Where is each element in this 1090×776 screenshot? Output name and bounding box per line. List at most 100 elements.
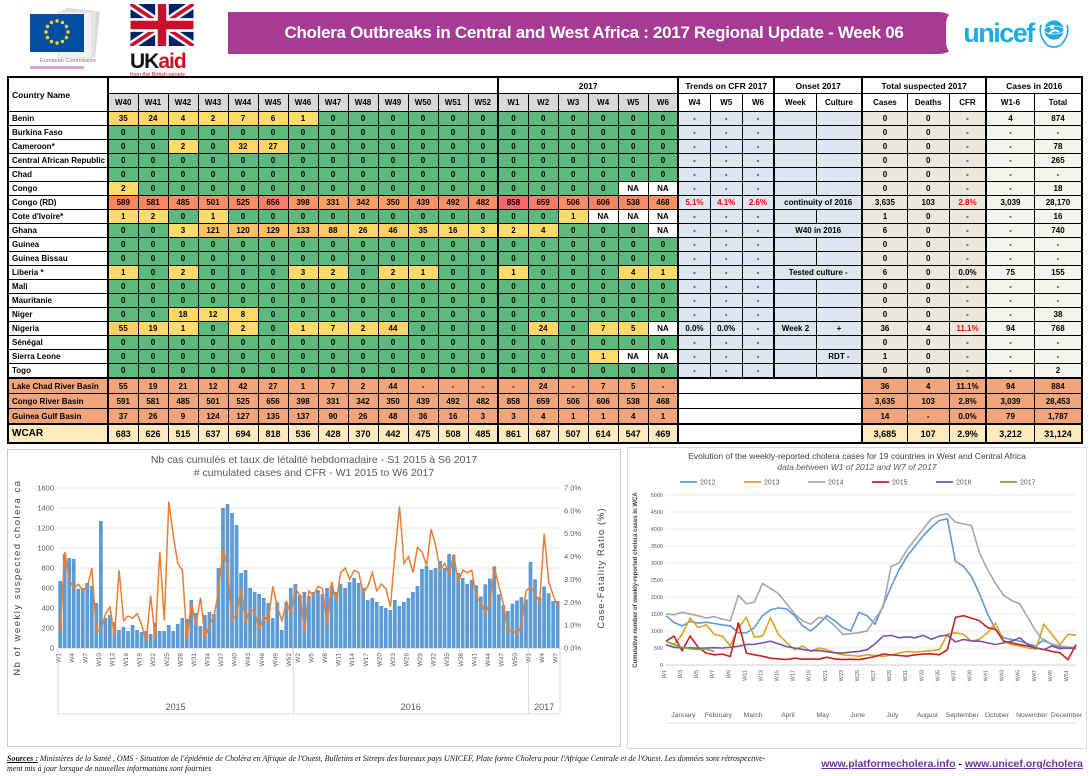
week-value: 482 xyxy=(467,393,500,409)
svg-text:2015: 2015 xyxy=(166,702,186,712)
week-value: 482 xyxy=(467,195,500,210)
footer-links: www.platformecholera.info - www.unicef.o… xyxy=(821,758,1083,774)
trend-value: - xyxy=(741,349,776,364)
week-value: 331 xyxy=(317,195,349,210)
unicef-cholera-link[interactable]: www.unicef.org/cholera xyxy=(964,758,1083,770)
week-value: 0 xyxy=(407,335,439,350)
week-value: 0 xyxy=(107,167,139,182)
week-value: 0 xyxy=(197,181,229,196)
week-value: 0 xyxy=(617,125,649,140)
week-value: 0 xyxy=(497,363,529,379)
page-footer: Sources : Ministères de la Santé , OMS -… xyxy=(7,754,1083,774)
platformecholera-link[interactable]: www.platformecholera.info xyxy=(821,758,956,770)
svg-text:W17: W17 xyxy=(363,653,370,667)
week-value: 0 xyxy=(347,335,379,350)
week-value: 0 xyxy=(347,209,379,224)
w1-6-2016: 3,039 xyxy=(985,195,1035,210)
country-name: WCAR xyxy=(7,423,109,444)
week-value: 42 xyxy=(227,377,259,394)
week-value: 0 xyxy=(467,335,500,350)
week-value: 121 xyxy=(197,223,229,238)
trend-value: - xyxy=(677,181,711,196)
week-value: 370 xyxy=(347,423,379,444)
total-2016: 1,787 xyxy=(1033,408,1083,425)
week-value: 0 xyxy=(497,321,529,336)
week-value: 0 xyxy=(557,223,589,238)
week-value: - xyxy=(407,377,439,394)
table-row-s-n-gal: Sénégal 0 0 0 0 0 0 0 0 0 0 0 0 0 0 0 0 0 0 0- - -0 0- - - xyxy=(7,335,1083,350)
week-value: 0 xyxy=(497,237,529,252)
week-value: NA xyxy=(617,181,649,196)
trend-value: - xyxy=(741,293,776,308)
week-value: 2 xyxy=(347,377,379,394)
report-title: Cholera Outbreaks in Central and West Af… xyxy=(284,23,904,42)
week-value: 0 xyxy=(647,111,680,126)
week-value: 0 xyxy=(317,153,349,168)
trend-value: - xyxy=(709,279,743,294)
onset-culture xyxy=(815,209,864,224)
week-value: 0 xyxy=(497,111,529,126)
week-value: 1 xyxy=(287,377,319,394)
total-2016: - xyxy=(1033,251,1083,266)
cases-total: 0 xyxy=(861,111,908,126)
week-value: 0 xyxy=(617,139,649,154)
cases-bars xyxy=(58,504,560,649)
week-value: 0 xyxy=(407,349,439,364)
week-value: 0 xyxy=(287,349,319,364)
cases-total: 36 xyxy=(861,377,908,394)
week-value: 1 xyxy=(167,321,199,336)
cfr-total: - xyxy=(948,335,988,350)
table-row-guinea-gulf-basin: Guinea Gulf Basin 37 26 9 124 127 135 137 90 26 48… xyxy=(7,408,1083,425)
deaths-total: 4 xyxy=(906,321,950,336)
svg-text:June: June xyxy=(850,712,865,719)
week-value: 0 xyxy=(197,167,229,182)
table-row-nigeria: Nigeria 55 19 1 0 2 0 1 7 2 44 0 0 0 0 24 0 7 5 NA 0.0% 0.0% -… xyxy=(7,321,1083,336)
svg-text:W8: W8 xyxy=(322,653,329,663)
svg-text:W33: W33 xyxy=(919,670,925,681)
trend-value: - xyxy=(709,237,743,252)
week-value: 0 xyxy=(317,111,349,126)
week-value: 0 xyxy=(227,363,259,379)
week-value: 0 xyxy=(647,251,680,266)
country-name: Guinea Gulf Basin xyxy=(7,408,109,425)
w1-6-2016: 79 xyxy=(985,408,1035,425)
svg-text:W15: W15 xyxy=(775,670,781,681)
week-value: 1 xyxy=(557,209,589,224)
country-name: Congo (RD) xyxy=(7,195,109,210)
week-value: 0 xyxy=(227,349,259,364)
week-header: W46 xyxy=(287,93,319,112)
deaths-total: 0 xyxy=(906,223,950,238)
week-value: 2 xyxy=(167,139,199,154)
svg-text:W52: W52 xyxy=(286,653,293,667)
svg-text:W46: W46 xyxy=(259,653,266,667)
week-value: 0 xyxy=(197,279,229,294)
week-value: 0 xyxy=(347,111,379,126)
week-value: 485 xyxy=(467,423,500,444)
table-row-mauritanie: Mauritanie 0 0 0 0 0 0 0 0 0 0 0 0 0 0 0 0 0 0 0- - -0 0- - - xyxy=(7,293,1083,308)
week-value: 0 xyxy=(407,293,439,308)
week-value: - xyxy=(467,377,500,394)
svg-text:W14: W14 xyxy=(349,653,356,667)
cases-total: 36 xyxy=(861,321,908,336)
week-value: 0 xyxy=(587,279,619,294)
week-header: W52 xyxy=(467,93,500,112)
week-value: 0 xyxy=(647,335,680,350)
trend-value: - xyxy=(677,237,711,252)
deaths-total: 0 xyxy=(906,237,950,252)
week-value: 0 xyxy=(527,125,559,140)
week-value: 18 xyxy=(167,307,199,322)
trend-value: - xyxy=(709,139,743,154)
svg-text:W37: W37 xyxy=(218,653,225,667)
deaths-total: 0 xyxy=(906,251,950,266)
week-value: 0 xyxy=(407,153,439,168)
week-value: 7 xyxy=(317,377,349,394)
svg-text:W11: W11 xyxy=(742,670,748,681)
week-value: 12 xyxy=(197,307,229,322)
week-value: 0 xyxy=(557,167,589,182)
series-2015 xyxy=(665,614,1077,661)
svg-text:W50: W50 xyxy=(512,653,519,667)
week-value: 2 xyxy=(107,181,139,196)
week-header: W6 xyxy=(647,93,680,112)
week-value: 0 xyxy=(167,363,199,379)
